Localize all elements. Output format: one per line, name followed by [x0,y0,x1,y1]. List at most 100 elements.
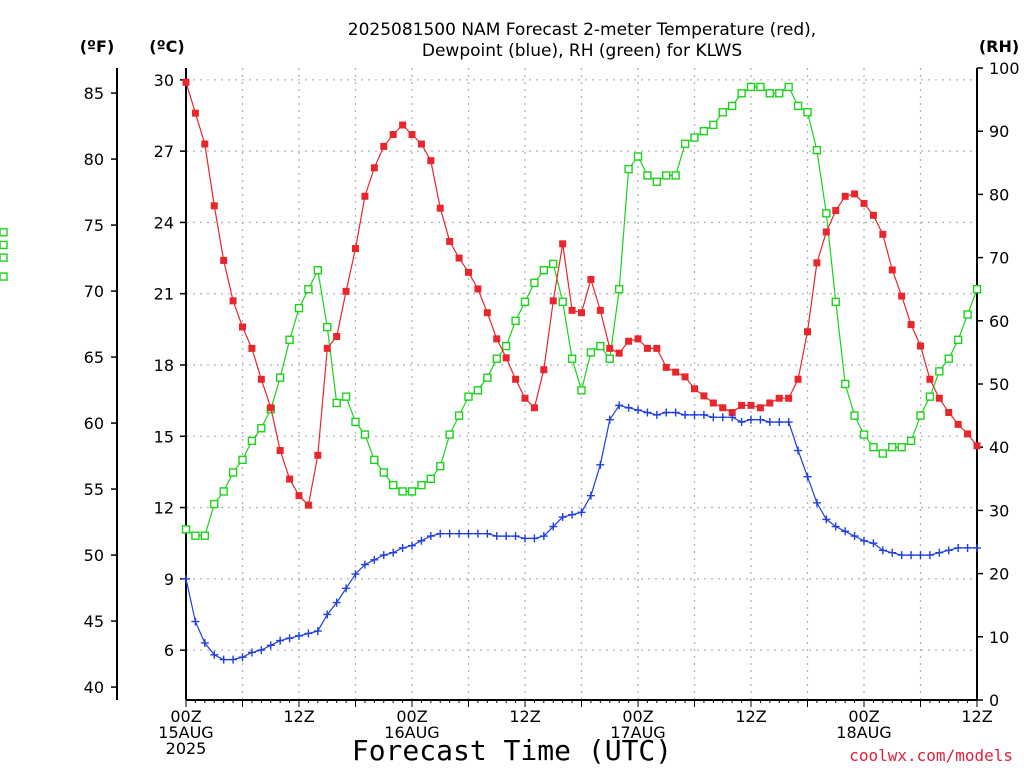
dewpoint-point [521,534,529,543]
temperature-point [926,375,934,383]
rh-tick-label: 60 [989,312,1009,331]
fahrenheit-tick-label: 40 [84,678,104,697]
temperature-point [832,207,840,215]
dewpoint-point [417,536,426,545]
dewpoint-point [624,403,633,412]
rh-point [680,139,690,149]
rh-point [709,120,718,130]
celsius-tick-label: 15 [154,427,174,446]
rh-point [718,108,727,117]
temperature-point [389,131,397,139]
temperature-point [851,190,859,198]
rh-point [624,164,633,174]
dewpoint-point [765,418,774,427]
rh-point [200,531,210,540]
dewpoint-point [389,548,398,557]
chart-title-line-2: Dewpoint (blue), RH (green) for KLWS [422,41,742,61]
rh-point [586,348,596,357]
temperature-point [474,285,482,293]
temperature-point [841,192,849,200]
dewpoint-point [737,418,746,427]
rh-point [850,411,859,420]
dewpoint-point [295,631,303,640]
temperature-point [719,404,727,412]
rh-tick-label: 100 [989,59,1020,78]
celsius-tick-label: 18 [154,356,174,375]
rh-point [652,177,662,186]
temperature-point [549,297,557,305]
temperature-point [483,309,491,317]
dewpoint-point [652,410,661,419]
temperature-point [286,475,294,483]
x-tick-label: 16AUG [384,723,439,742]
dewpoint-point [728,413,737,422]
temperature-point [568,306,576,314]
dewpoint-point [379,551,388,560]
dewpoint-point [605,415,614,424]
celsius-tick-label: 12 [154,499,174,518]
temperature-point [785,394,793,402]
rh-point [398,487,407,496]
dewpoint-point [332,598,341,607]
temperature-point [869,211,877,219]
dewpoint-point [370,555,379,564]
dewpoint-point [455,529,464,538]
rh-point [0,240,8,250]
rh-point [831,297,840,307]
x-tick-label: 17AUG [610,723,665,742]
temperature-point [898,292,906,300]
dewpoint-point [860,536,868,545]
rh-point [727,101,737,111]
temperature-point [201,140,209,148]
dewpoint-point [681,410,690,419]
temperature-point [804,328,811,336]
celsius-tick-label: 9 [164,570,174,589]
rh-point [445,430,454,439]
dewpoint-point [568,510,577,519]
dewpoint-point [831,522,840,531]
temperature-point [352,245,359,253]
dewpoint-point [718,413,727,422]
dewpoint-point [219,655,228,664]
temperature-point [615,349,623,357]
temperature-point [540,366,548,374]
rh-point [464,392,473,401]
temperature-point [342,287,350,295]
fahrenheit-tick-label: 75 [84,216,104,235]
temperature-point [361,192,369,200]
dewpoint-point [925,551,934,560]
rh-point [822,209,831,218]
temperature-point [446,237,454,245]
dewpoint-point [351,570,360,579]
rh-point [812,145,822,155]
rh-point [859,430,869,439]
rh-point [219,487,228,496]
rh-point [699,126,709,136]
dewpoint-point [398,543,407,552]
celsius-tick-label: 27 [154,142,174,161]
x-tick-label: 12Z [509,707,540,726]
temperature-point [945,409,953,417]
x-tick-label: 18AUG [836,723,891,742]
dewpoint-point [473,529,482,538]
dewpoint-point [803,472,812,481]
fahrenheit-unit-label: (ºF) [80,37,115,56]
dewpoint-point [285,634,294,643]
dewpoint-point [502,532,511,541]
rh-tick-label: 10 [989,628,1009,647]
temperature-point [681,373,689,381]
dewpoint-point [841,527,850,536]
dewpoint-point [445,529,454,538]
rh-point [925,392,935,401]
rh-point [549,259,558,269]
celsius-tick-label: 6 [164,641,174,660]
rh-point [963,310,972,319]
temperature-point [220,256,228,264]
temperature-point [295,492,303,500]
temperature-point [229,297,237,305]
dewpoint-point [888,548,897,557]
rh-unit-label: (RH) [979,37,1019,56]
credit-text: coolwx.com/models [849,746,1013,765]
temperature-point [333,332,341,340]
temperature-point [775,394,783,402]
